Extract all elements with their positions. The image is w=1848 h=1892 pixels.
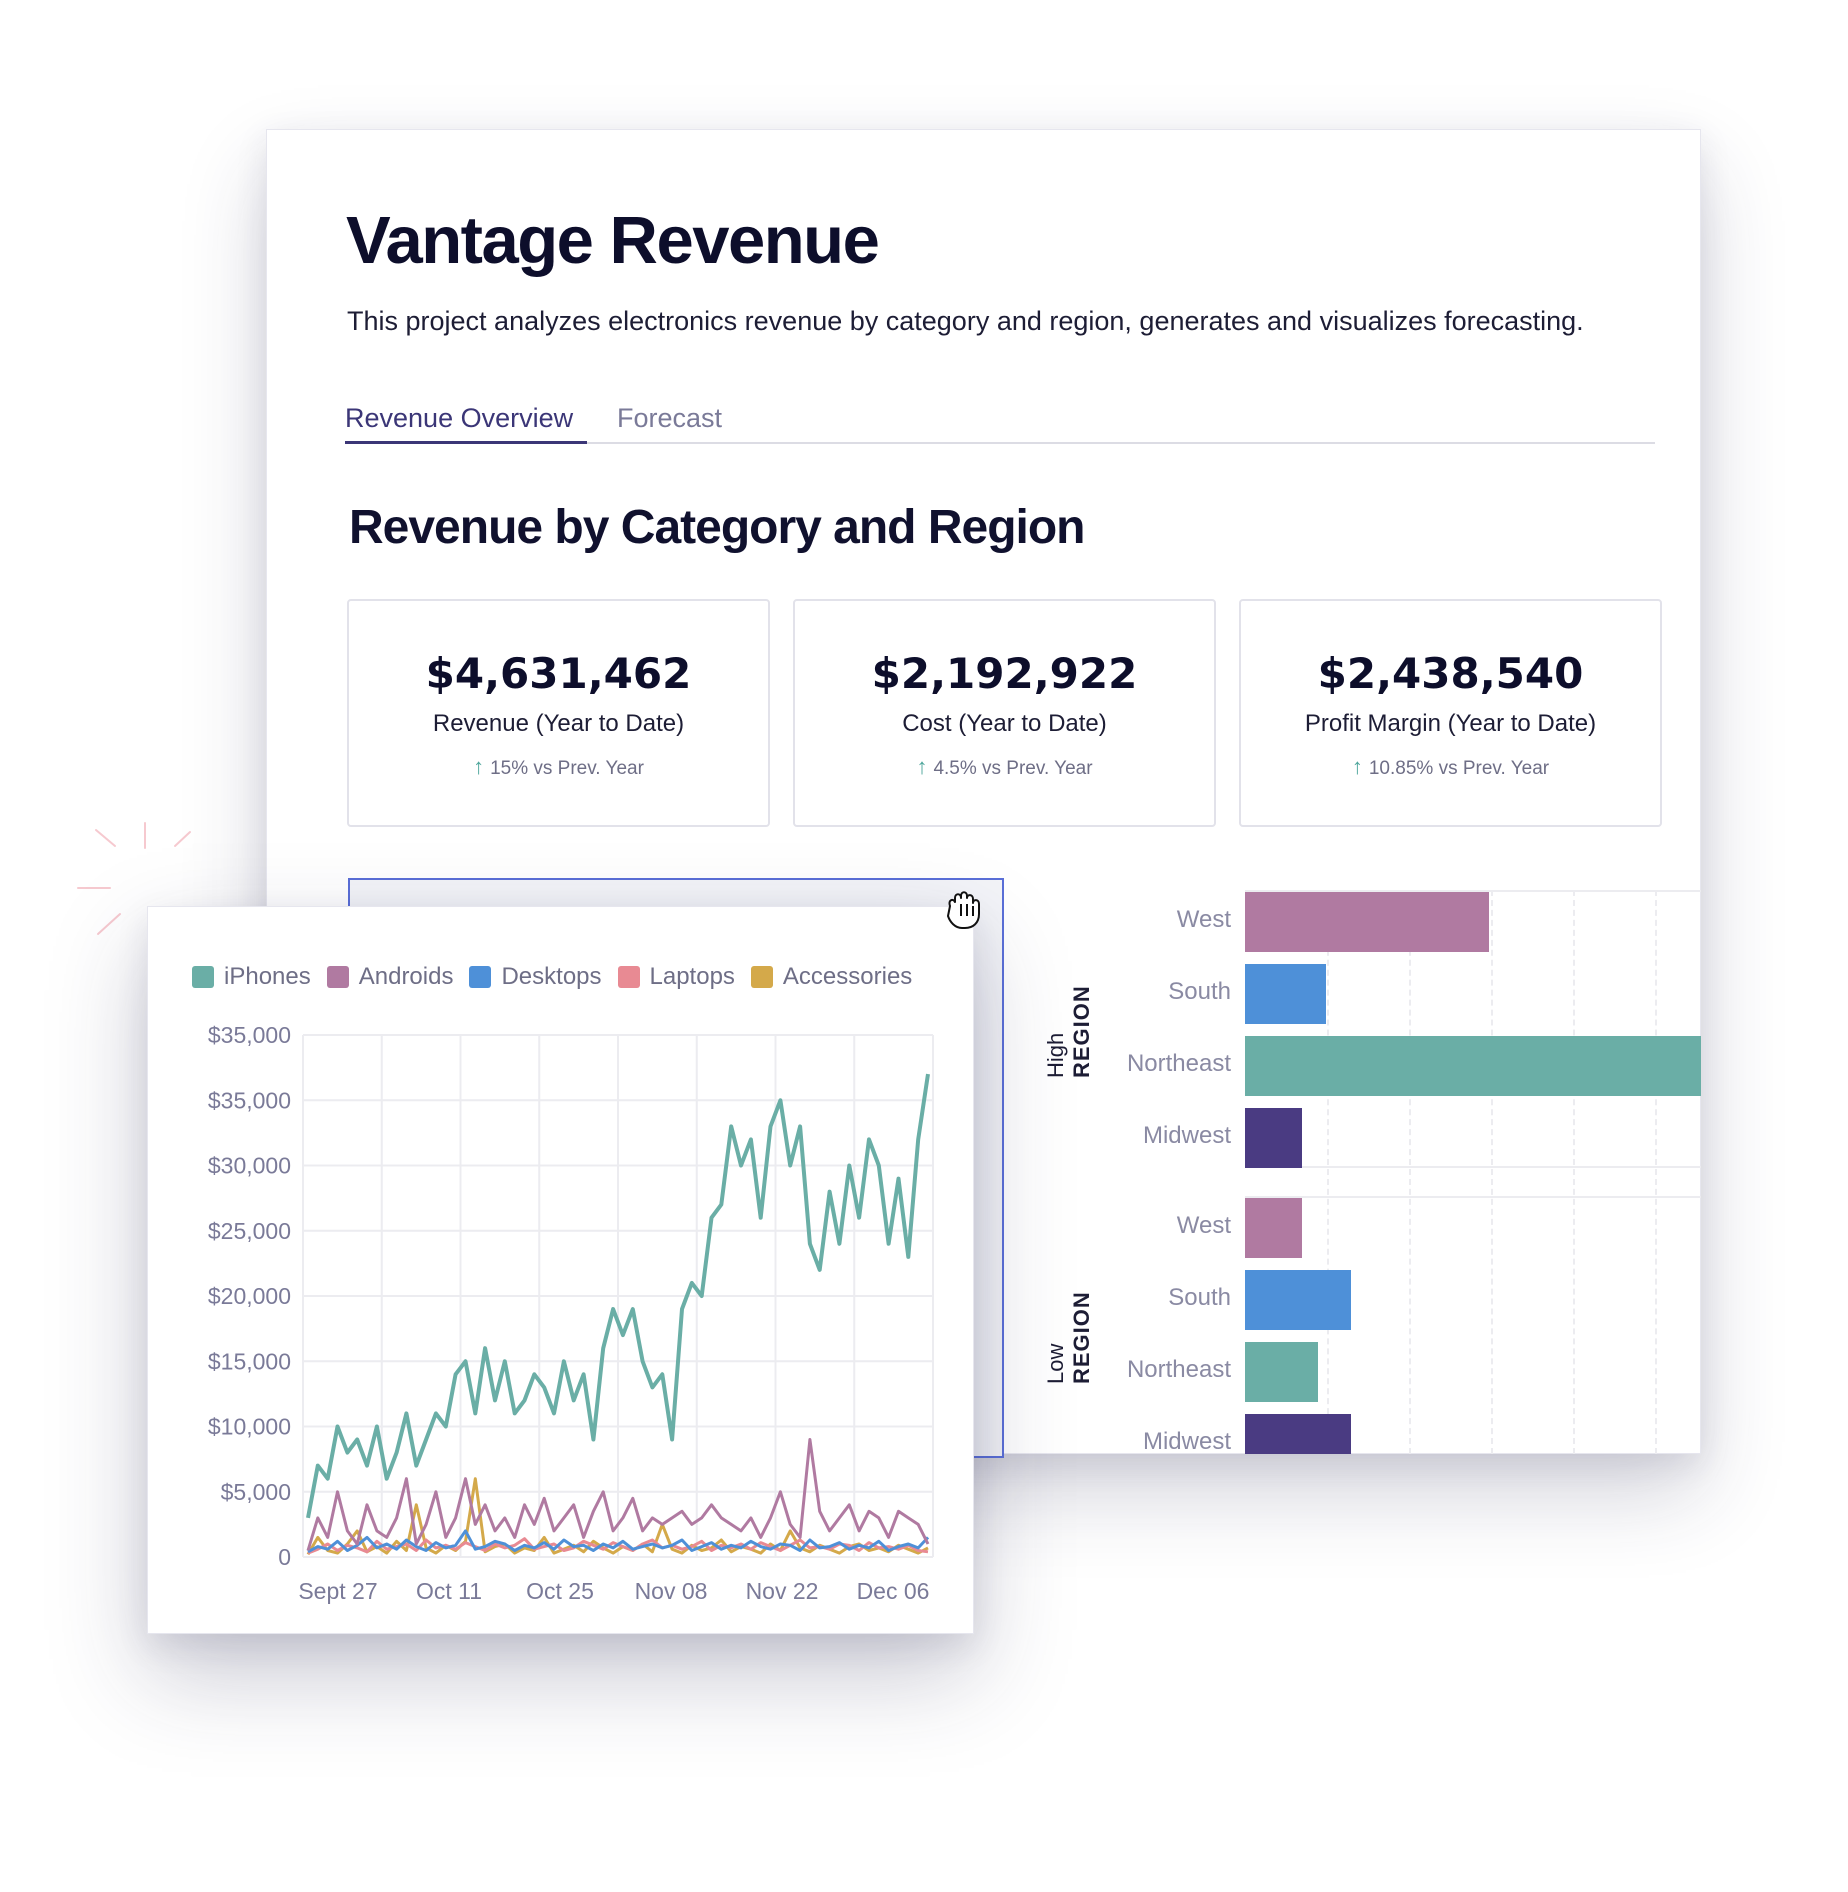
gridline-vertical (1491, 890, 1493, 1454)
x-tick-label: Nov 08 (635, 1578, 708, 1604)
page-description: This project analyzes electronics revenu… (347, 306, 1584, 336)
legend-item[interactable]: Accessories (750, 963, 913, 991)
y-tick-label: $15,000 (208, 1348, 291, 1374)
legend-item[interactable]: Laptops (617, 963, 735, 991)
kpi-card-profit-margin: $2,438,540 Profit Margin (Year to Date) … (1239, 599, 1662, 827)
legend-label: Accessories (782, 963, 913, 990)
kpi-card-cost: $2,192,922 Cost (Year to Date) ↑ 4.5% vs … (793, 599, 1216, 827)
chart-legend: iPhones Androids Desktops Laptops Accessorie… (192, 963, 912, 991)
legend-item[interactable]: Androids (326, 963, 454, 991)
series-line-desktops (307, 1529, 930, 1554)
region-label: South (1168, 978, 1231, 1005)
hand-grab-icon (947, 891, 980, 929)
kpi-value: $2,192,922 (871, 649, 1138, 698)
x-tick-label: Nov 22 (746, 1578, 819, 1604)
region-bar-chart: High REGION West South Northeast Midwest Low RE… (1043, 890, 1701, 1454)
legend-item[interactable]: Desktops (469, 963, 602, 991)
y-tick-label: 0 (278, 1544, 291, 1570)
line-chart: $35,000 $35,000 $30,000 $25,000 $20,000 $15,0… (208, 1022, 934, 1604)
series-line-androids (306, 1438, 930, 1551)
bar-midwest-low[interactable] (1245, 1414, 1351, 1454)
series-line-iphones (306, 1073, 930, 1519)
sparkle-decoration-icon (77, 822, 191, 935)
kpi-label: Revenue (Year to Date) (432, 710, 685, 737)
y-tick-label: $10,000 (208, 1414, 291, 1440)
kpi-label: Profit Margin (Year to Date) (1304, 710, 1597, 737)
y-tick-label: $30,000 (208, 1153, 291, 1179)
region-label: Midwest (1142, 1122, 1231, 1149)
y-tick-label: $5,000 (221, 1479, 291, 1505)
gridline-vertical (1409, 890, 1411, 1454)
tab-forecast[interactable]: Forecast (617, 403, 723, 433)
group-name: High (1043, 1032, 1068, 1078)
group-axis-label: Low REGION (1043, 1291, 1095, 1384)
group-border (1245, 1166, 1701, 1168)
y-tick-label: $35,000 (208, 1087, 291, 1113)
gridline-vertical (1655, 890, 1657, 1454)
region-label: West (1176, 1212, 1231, 1239)
bar-midwest-high[interactable] (1245, 1108, 1302, 1168)
legend-swatch (326, 966, 349, 988)
legend-swatch (469, 966, 492, 988)
kpi-card-revenue: $4,631,462 Revenue (Year to Date) ↑ 15% v… (347, 599, 770, 827)
group-border (1245, 890, 1701, 892)
legend-item[interactable]: iPhones (192, 963, 311, 991)
bar-south-high[interactable] (1245, 964, 1326, 1024)
arrow-up-icon: ↑ (916, 754, 928, 779)
arrow-up-icon: ↑ (473, 754, 485, 779)
bar-west-low[interactable] (1245, 1198, 1302, 1258)
gridline-vertical (1327, 890, 1329, 1454)
region-label: Northeast (1126, 1356, 1231, 1383)
arrow-up-icon: ↑ (1351, 754, 1363, 779)
main-dashboard-card: Vantage Revenue This project analyzes el… (266, 129, 1701, 1454)
kpi-change-text: 15% vs Prev. Year (490, 758, 644, 779)
kpi-change: ↑ 4.5% vs Prev. Year (795, 754, 1214, 780)
kpi-change-text: 4.5% vs Prev. Year (933, 758, 1093, 779)
kpi-value: $2,438,540 (1317, 649, 1584, 698)
kpi-change: ↑ 10.85% vs Prev. Year (1241, 754, 1660, 780)
tab-revenue-overview[interactable]: Revenue Overview (345, 402, 587, 444)
bar-south-low[interactable] (1245, 1270, 1351, 1330)
x-tick-label: Oct 11 (416, 1578, 482, 1604)
kpi-label: Cost (Year to Date) (902, 710, 1107, 737)
legend-label: Desktops (501, 963, 602, 990)
page-title: Vantage Revenue (346, 203, 880, 278)
group-name: Low (1043, 1343, 1068, 1384)
legend-swatch (192, 966, 214, 988)
bar-west-high[interactable] (1245, 892, 1489, 952)
region-label: South (1168, 1284, 1231, 1311)
legend-swatch (750, 966, 773, 988)
legend-swatch (617, 966, 640, 988)
y-tick-label: $25,000 (208, 1218, 291, 1244)
region-label: West (1176, 906, 1231, 933)
kpi-value: $4,631,462 (425, 649, 692, 698)
region-label: Midwest (1142, 1428, 1231, 1455)
group-border (1245, 1196, 1701, 1198)
line-chart-card[interactable]: iPhones Androids Desktops Laptops Accessorie… (147, 906, 974, 1634)
bar-northeast-high[interactable] (1245, 1036, 1701, 1096)
legend-label: iPhones (224, 963, 311, 990)
kpi-change: ↑ 15% vs Prev. Year (349, 754, 768, 780)
region-label: Northeast (1126, 1050, 1231, 1077)
gridline-vertical (1573, 890, 1575, 1454)
x-tick-label: Dec 06 (857, 1578, 930, 1604)
section-title: Revenue by Category and Region (349, 501, 1085, 554)
legend-label: Laptops (649, 963, 735, 990)
group-axis-label: High REGION (1043, 985, 1095, 1078)
x-tick-label: Sept 27 (298, 1578, 377, 1604)
kpi-change-text: 10.85% vs Prev. Year (1368, 758, 1550, 779)
y-tick-label: $20,000 (208, 1283, 291, 1309)
legend-label: Androids (358, 963, 454, 990)
group-border (1245, 1472, 1701, 1474)
bar-northeast-low[interactable] (1245, 1342, 1318, 1402)
x-tick-label: Oct 25 (526, 1578, 594, 1604)
y-tick-label: $35,000 (208, 1022, 291, 1048)
tab-bar: Revenue Overview Forecast (345, 402, 1655, 444)
